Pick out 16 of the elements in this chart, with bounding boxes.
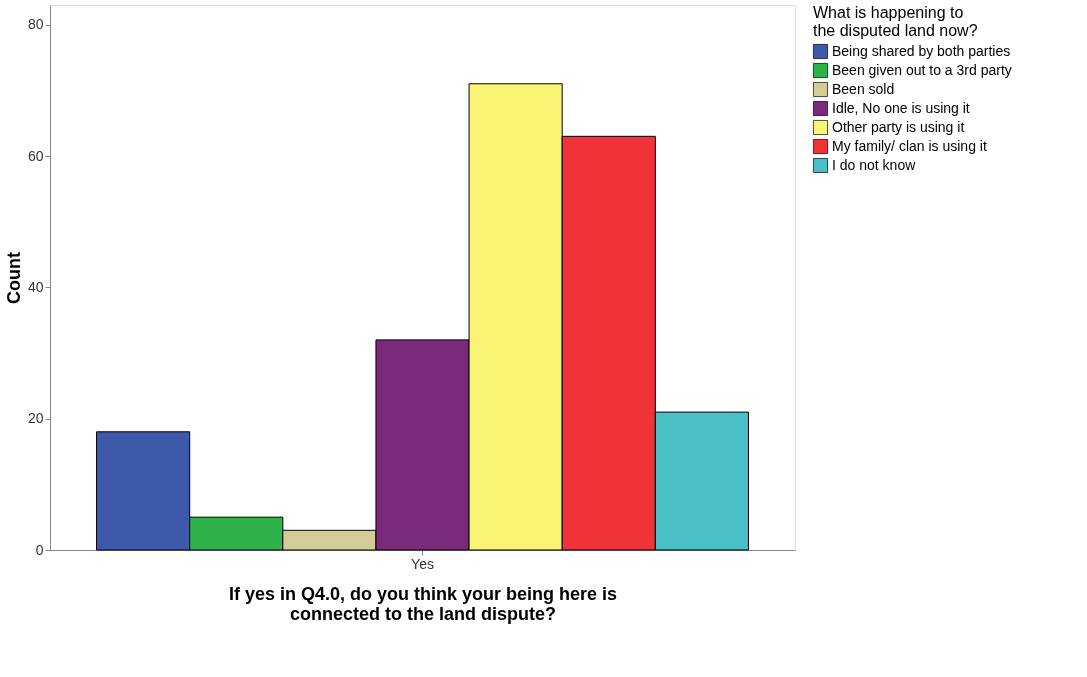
legend-label: Being shared by both parties [832,42,1011,59]
y-tick-label: 60 [27,147,44,164]
y-tick-label: 40 [27,278,44,295]
y-tick-label: 0 [35,541,44,558]
legend-label: Other party is using it [832,118,965,135]
x-tick-label: Yes [411,555,434,572]
legend-label: My family/ clan is using it [832,137,987,154]
legend-title: What is happening to the disputed land now? [813,4,978,39]
y-axis-title: Count [3,252,24,304]
y-tick-label: 80 [27,16,44,33]
legend-label: I do not know [832,156,917,173]
y-tick-label: 20 [27,410,44,427]
x-axis-title: If yes in Q4.0, do you think your being here is connected to the land dispute? [228,583,618,624]
legend-label: Idle, No one is using it [832,99,970,116]
legend-label: Been given out to a 3rd party [832,61,1012,78]
legend-label: Been sold [832,80,895,97]
